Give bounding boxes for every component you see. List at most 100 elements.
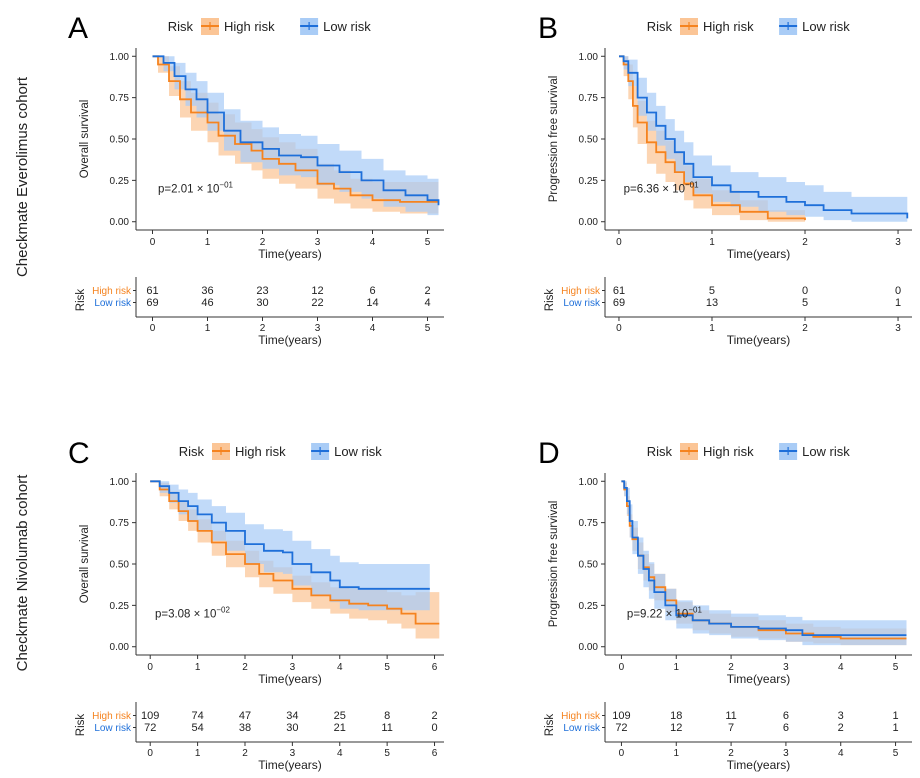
y-tick-label: 0.50 [110, 560, 130, 571]
p-value-exponent: −01 [688, 606, 702, 615]
legend-title: Risk [179, 444, 205, 459]
x-tick-label: 0 [147, 662, 153, 673]
risk-count: 109 [141, 710, 159, 722]
x-tick-label: 3 [783, 662, 789, 673]
x-tick-label: 2 [802, 237, 808, 248]
x-tick-label: 6 [432, 662, 438, 673]
risk-row-label: Low risk [94, 298, 132, 309]
x-tick-label: 1 [195, 662, 201, 673]
legend-label: Low risk [334, 444, 382, 459]
risk-x-tick-label: 2 [728, 748, 734, 759]
risk-count: 0 [895, 285, 901, 297]
p-value-exponent: −02 [216, 606, 230, 615]
risk-x-axis-title: Time(years) [727, 333, 791, 347]
risk-x-tick-label: 6 [432, 748, 438, 759]
risk-axis-title: Risk [544, 289, 556, 312]
legend-label: Low risk [323, 19, 371, 34]
y-tick-label: 0.75 [579, 93, 599, 104]
risk-x-tick-label: 0 [619, 748, 625, 759]
x-tick-label: 2 [728, 662, 734, 673]
legend: Risk High risk Low risk [168, 18, 371, 35]
risk-axis-title: Risk [75, 289, 87, 312]
x-tick-label: 2 [242, 662, 248, 673]
x-tick-label: 5 [425, 237, 431, 248]
y-tick-label: 0.25 [110, 176, 130, 187]
legend: Risk High risk Low risk [647, 443, 850, 460]
panel-b: B Risk High risk Low risk0.000.250.500.751.… [538, 12, 912, 347]
x-tick-label: 5 [384, 662, 390, 673]
risk-count: 54 [191, 722, 203, 734]
y-tick-label: 0.75 [110, 93, 130, 104]
p-value: p=2.01 × 10−01 [158, 181, 234, 196]
risk-count: 6 [783, 722, 789, 734]
risk-count: 21 [334, 722, 346, 734]
y-axis-title: Overall survival [79, 100, 91, 179]
cohort-label-everolimus: Checkmate Everolimus cohort [14, 76, 31, 277]
x-tick-label: 3 [895, 237, 901, 248]
y-tick-label: 0.25 [579, 601, 599, 612]
risk-x-tick-label: 2 [260, 323, 266, 334]
risk-x-tick-label: 3 [290, 748, 296, 759]
risk-x-tick-label: 0 [616, 323, 622, 334]
panel-letter: A [68, 12, 88, 45]
risk-x-tick-label: 1 [205, 323, 211, 334]
y-tick-label: 0.25 [110, 601, 130, 612]
risk-count: 8 [384, 710, 390, 722]
risk-count: 22 [311, 297, 323, 309]
risk-x-axis-title: Time(years) [727, 758, 791, 772]
panel-c: C Risk High risk Low risk0.000.250.500.751.… [68, 437, 444, 772]
y-tick-label: 0.00 [579, 642, 599, 653]
risk-count: 11 [381, 722, 392, 734]
risk-count: 1 [892, 710, 898, 722]
risk-x-axis-title: Time(years) [258, 333, 322, 347]
risk-x-tick-label: 4 [370, 323, 376, 334]
x-tick-label: 0 [150, 237, 156, 248]
risk-count: 12 [670, 722, 682, 734]
risk-row-label: High risk [92, 711, 132, 722]
y-tick-label: 1.00 [110, 52, 130, 63]
risk-count: 47 [239, 710, 251, 722]
risk-count: 38 [239, 722, 251, 734]
risk-axis-title: Risk [544, 714, 556, 737]
risk-row-label: High risk [561, 711, 601, 722]
risk-count: 18 [670, 710, 682, 722]
km-line-high [150, 480, 440, 625]
risk-count: 12 [311, 285, 323, 297]
risk-count: 61 [146, 285, 158, 297]
risk-x-tick-label: 4 [337, 748, 343, 759]
risk-count: 23 [256, 285, 268, 297]
risk-count: 2 [424, 285, 430, 297]
risk-count: 46 [201, 297, 213, 309]
x-tick-label: 5 [893, 662, 899, 673]
p-value-base: p=9.22 × 10 [627, 609, 688, 621]
x-axis-title: Time(years) [258, 247, 322, 261]
risk-axis-title: Risk [75, 714, 87, 737]
risk-count: 0 [431, 722, 437, 734]
p-value-exponent: −01 [685, 181, 699, 190]
x-tick-label: 0 [619, 662, 625, 673]
risk-count: 13 [706, 297, 718, 309]
risk-count: 30 [256, 297, 268, 309]
y-axis-title: Progression free survival [548, 76, 560, 203]
risk-count: 2 [431, 710, 437, 722]
risk-row-label: High risk [561, 286, 601, 297]
p-value: p=9.22 × 10−01 [627, 606, 703, 621]
ci-band-high [619, 56, 805, 222]
y-axis-title: Progression free survival [548, 501, 560, 628]
x-tick-label: 3 [315, 237, 321, 248]
y-tick-label: 0.00 [579, 217, 599, 228]
risk-count: 69 [613, 297, 625, 309]
cohort-label-nivolumab: Checkmate Nivolumab cohort [14, 474, 31, 672]
x-tick-label: 1 [673, 662, 679, 673]
legend-title: Risk [647, 19, 673, 34]
p-value-base: p=3.08 × 10 [155, 609, 216, 621]
x-tick-label: 4 [370, 237, 376, 248]
km-line-low [150, 480, 430, 590]
risk-count: 6 [783, 710, 789, 722]
legend-label: High risk [224, 19, 275, 34]
y-tick-label: 0.50 [579, 135, 599, 146]
risk-row-label: Low risk [94, 723, 132, 734]
risk-count: 11 [725, 710, 736, 722]
